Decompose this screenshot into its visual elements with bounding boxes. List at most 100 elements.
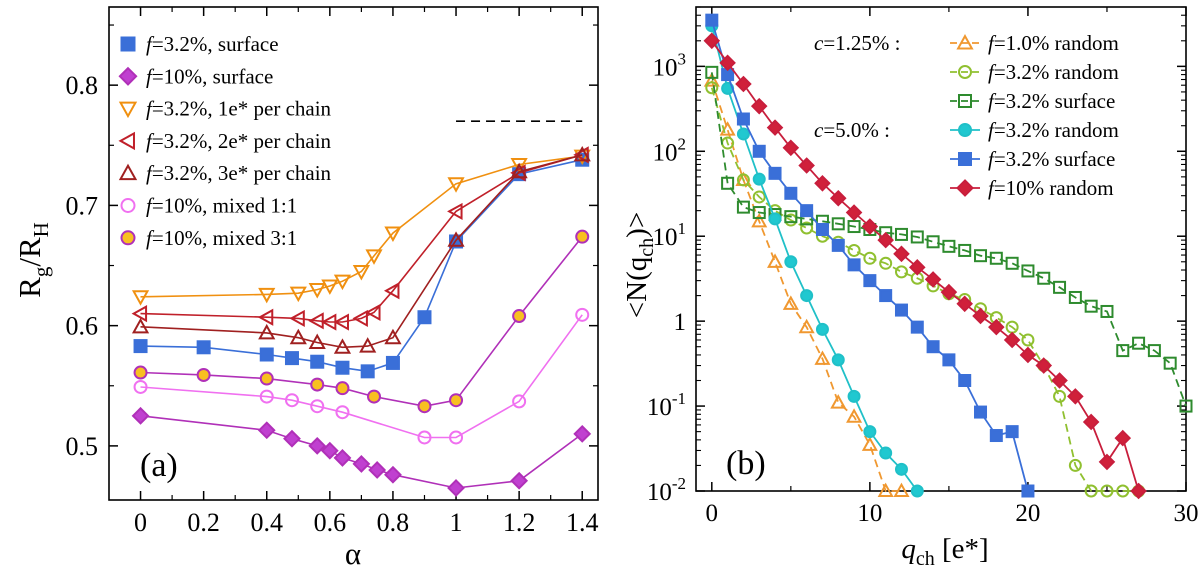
panel-b-point xyxy=(736,112,750,126)
panel-b-point xyxy=(703,72,720,87)
panel-a-point xyxy=(368,461,387,479)
panel-b-point xyxy=(703,32,721,50)
panel-a-point xyxy=(131,406,150,425)
panel-a-point xyxy=(367,389,382,404)
panel-b-legend-text: =3.2% surface xyxy=(994,89,1115,113)
panel-a-point xyxy=(575,229,590,244)
panel-b-point xyxy=(879,289,893,303)
panel-b-point xyxy=(1053,389,1067,403)
panel-a-xtick-label: 0.4 xyxy=(250,508,283,537)
panel-b-point xyxy=(784,255,798,269)
panel-a-series-line xyxy=(140,158,583,373)
panel-a-point xyxy=(133,379,148,394)
panel-a-point xyxy=(284,393,299,408)
panel-b-point xyxy=(1068,290,1082,304)
panel-b-legend-label: f=1.0% random xyxy=(988,31,1119,55)
panel-a-point xyxy=(510,471,529,490)
panel-a-ytick-label: 0.5 xyxy=(66,432,99,461)
panel-a-legend-label: f=10%, mixed 3:1 xyxy=(146,226,297,250)
panel-b-point xyxy=(861,436,878,451)
panel-a-point xyxy=(284,351,299,366)
panel-b-point xyxy=(735,75,752,93)
panel-a-legend-text: =3.2%, 3e* per chain xyxy=(152,161,332,185)
panel-a-point xyxy=(196,340,211,355)
panel-a: Rg/RH α (a) xyxy=(12,222,361,569)
panel-a-xlabel: α xyxy=(345,536,361,569)
panel-b-point xyxy=(768,166,782,180)
panel-b-point xyxy=(1179,399,1193,413)
panel-a-point xyxy=(308,436,327,455)
panel-b-legend-marker xyxy=(958,123,972,137)
panel-b-ytick-base: 10 xyxy=(653,54,678,81)
panel-b-point xyxy=(705,81,719,95)
panel-a-point xyxy=(417,430,432,445)
panel-a-point xyxy=(449,430,464,445)
panel-b-point xyxy=(974,405,988,419)
panel-b-point xyxy=(830,394,847,409)
panel-b-point xyxy=(736,173,750,187)
panel-b-legend-text: =10% random xyxy=(994,176,1114,200)
panel-b-point xyxy=(768,212,782,226)
panel-a-legend-f: f xyxy=(146,129,155,153)
panel-b-ytick-base: 10 xyxy=(647,394,672,421)
panel-b-point xyxy=(800,289,814,303)
panel-b-group-c: c xyxy=(814,118,824,142)
panel-b-point xyxy=(1130,482,1147,500)
panel-b-group-text: =1.25% : xyxy=(823,31,900,55)
panel-a-point xyxy=(333,313,349,331)
panel-b-point xyxy=(1021,264,1035,278)
panel-a-point xyxy=(259,389,274,404)
panel-b-point xyxy=(910,320,924,334)
panel-b-series-1 xyxy=(705,81,1146,498)
panel-b-ytick-exp: 3 xyxy=(678,49,687,68)
panel-b-point xyxy=(847,220,861,234)
panel-b-legend-f: f xyxy=(988,176,997,200)
panel-b-point xyxy=(942,353,956,367)
panel-b-point xyxy=(721,176,735,190)
panel-a-point xyxy=(359,337,377,353)
panel-b-legend-marker xyxy=(958,152,972,166)
panel-b-point xyxy=(958,374,972,388)
panel-b-point xyxy=(800,221,814,235)
panel-b-legend-text: =3.2% random xyxy=(994,118,1119,142)
panel-b-point xyxy=(750,97,768,115)
panel-a-ylabel-main: R xyxy=(12,277,47,298)
panel-b-point xyxy=(847,389,861,403)
panel-b-ylabel: <N(qch)> xyxy=(621,212,658,318)
panel-a-point xyxy=(320,441,339,460)
panel-a-point xyxy=(308,283,326,299)
panel-b-ytick-label: 1 xyxy=(674,309,687,336)
panel-a-legend-marker xyxy=(118,163,138,181)
panel-a-series-line xyxy=(140,314,583,439)
panel-a-point xyxy=(352,265,370,281)
panel-b-legend-label: f=10% random xyxy=(988,176,1114,200)
panel-a-point xyxy=(131,290,150,306)
panel-b-point xyxy=(894,227,908,241)
panel-b-point xyxy=(815,322,829,336)
panel-a-point xyxy=(385,355,400,370)
panel-b-point xyxy=(988,318,1005,336)
panel-b-legend-f: f xyxy=(988,89,997,113)
panel-b-point xyxy=(1163,356,1177,370)
panel-b-point xyxy=(942,239,956,253)
panel-b-point xyxy=(1051,372,1068,389)
panel-b-point xyxy=(1053,280,1067,294)
panel-b-point xyxy=(846,408,863,423)
panel-b-point xyxy=(847,258,861,272)
panel-b-legend-f: f xyxy=(988,31,997,55)
panel-b-point xyxy=(894,303,908,317)
panel-b-ytick-label: 10-1 xyxy=(647,389,686,421)
panel-a-legend-label: f=3.2%, 3e* per chain xyxy=(146,161,332,185)
panel-a-point xyxy=(360,364,375,379)
panel-a-point xyxy=(333,274,352,291)
panel-b-xlabel-main: q xyxy=(901,533,916,565)
panel-b-ytick-base: 10 xyxy=(653,139,678,166)
panel-a-point xyxy=(575,307,590,322)
panel-a-xtick-label: 0 xyxy=(134,508,147,537)
panel-a-point xyxy=(308,312,324,330)
panel-a-point xyxy=(259,371,274,386)
panel-b-point xyxy=(974,249,988,263)
panel-b-point xyxy=(924,271,942,288)
panel-b-point xyxy=(1019,346,1037,364)
